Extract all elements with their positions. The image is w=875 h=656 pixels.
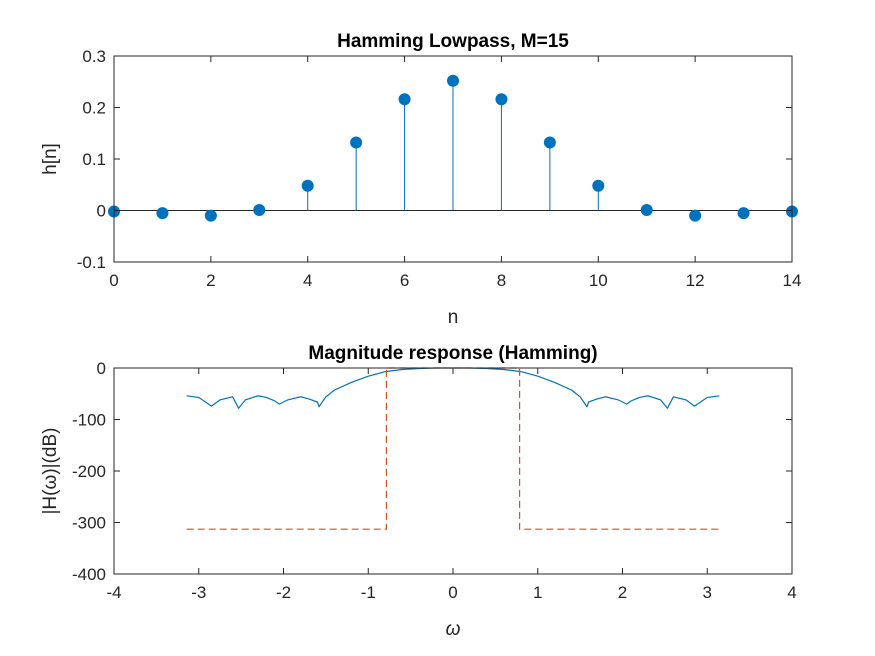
y-tick-label: -400 (72, 565, 106, 584)
hamming-response-line (186, 367, 720, 410)
ideal-response-line (186, 367, 720, 530)
y-tick-label: 0 (97, 359, 106, 378)
x-tick-label: 12 (686, 271, 705, 290)
y-tick-label: 0.3 (82, 47, 106, 66)
stem-plot-axes: 0 2 4 6 8 10 12 14-0.100.10.20.3 Hamming Lowpas… (40, 31, 801, 328)
magnitude-plot-title: Magnitude response (Hamming) (308, 343, 597, 364)
y-tick-label: 0 (97, 202, 106, 221)
stem-marker (737, 207, 750, 220)
magnitude-plot-box (113, 367, 793, 575)
x-tick-label: 4 (303, 271, 312, 290)
x-tick-label: 6 (400, 271, 409, 290)
magnitude-plot-ticks: -4 -3 -2 -1 0 1 2 3 4 -400 -300 -200 -100 0 (72, 359, 797, 602)
x-tick-label: 8 (497, 271, 506, 290)
x-tick-label: -3 (191, 583, 206, 602)
y-tick-label: -100 (72, 411, 106, 430)
stem-marker (543, 136, 556, 149)
stem-plot-title: Hamming Lowpass, M=15 (337, 31, 569, 52)
stem-marker (398, 93, 411, 106)
stem-marker (447, 74, 459, 87)
magnitude-plot-axes: -4 -3 -2 -1 0 1 2 3 4 -400 -300 -200 -100 0 Magnitude… (40, 343, 797, 640)
stem-marker (495, 93, 508, 106)
y-tick-label: -0.1 (77, 253, 106, 272)
x-tick-label: 4 (787, 583, 796, 602)
x-tick-label: 1 (533, 583, 542, 602)
y-tick-label: 0.1 (82, 150, 106, 169)
x-tick-label: 14 (783, 271, 802, 290)
x-tick-label: 0 (448, 583, 457, 602)
stem-plot-xlabel: n (448, 307, 459, 328)
stem-plot-ticks: 0 2 4 6 8 10 12 14-0.100.10.20.3 (77, 47, 802, 290)
x-tick-label: -1 (361, 583, 376, 602)
x-tick-label: 0 (109, 271, 118, 290)
magnitude-plot-data (186, 367, 720, 530)
y-tick-label: -200 (72, 462, 106, 481)
stem-marker (301, 179, 314, 192)
stem-plot-ylabel: h[n] (40, 143, 61, 175)
stem-marker (592, 179, 605, 192)
x-tick-label: 3 (703, 583, 712, 602)
y-tick-label: 0.2 (82, 99, 106, 118)
stem-marker (350, 136, 363, 149)
x-tick-label: -2 (276, 583, 291, 602)
stem-plot-data (108, 74, 798, 222)
stem-marker (689, 209, 702, 222)
x-tick-label: 10 (589, 271, 608, 290)
x-tick-label: 2 (206, 271, 215, 290)
x-tick-label: 2 (618, 583, 627, 602)
stem-marker (253, 203, 266, 216)
magnitude-plot-xlabel: ω (446, 619, 461, 640)
stem-marker (156, 207, 169, 220)
y-tick-label: -300 (72, 514, 106, 533)
stem-marker (640, 203, 653, 216)
x-tick-label: -4 (106, 583, 121, 602)
stem-marker (204, 209, 217, 222)
magnitude-plot-ylabel: |H(ω)|(dB) (40, 428, 61, 515)
